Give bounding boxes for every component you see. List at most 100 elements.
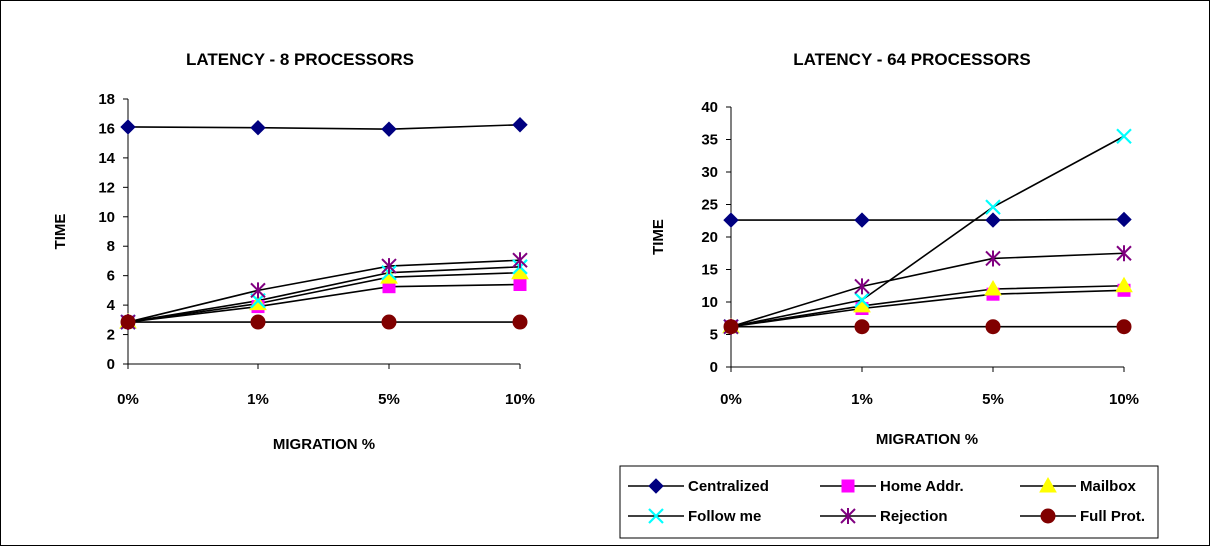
series-markers — [723, 128, 1132, 335]
series-markers — [723, 319, 1132, 335]
data-point — [120, 314, 136, 330]
legend-item: Home Addr. — [820, 478, 964, 495]
y-tick-label: 4 — [107, 297, 116, 314]
y-tick-label: 40 — [701, 99, 718, 116]
data-point — [854, 319, 870, 335]
y-tick-label: 5 — [710, 327, 718, 344]
legend-item: Centralized — [628, 478, 769, 495]
data-point — [985, 319, 1001, 335]
series-line — [127, 266, 521, 323]
data-point — [381, 258, 397, 275]
data-point — [250, 120, 266, 136]
data-point — [512, 117, 528, 133]
legend-label: Full Prot. — [1080, 508, 1145, 525]
data-point — [120, 119, 136, 135]
y-tick-label: 2 — [107, 327, 115, 344]
data-point — [1116, 128, 1132, 145]
series-markers — [723, 211, 1132, 228]
x-tick-label: 1% — [851, 391, 873, 408]
y-tick-label: 35 — [701, 132, 718, 149]
legend-item: Follow me — [628, 508, 761, 525]
data-point — [985, 199, 1001, 215]
y-tick-label: 0 — [710, 359, 718, 376]
series-markers — [120, 252, 528, 331]
data-point — [1116, 211, 1132, 228]
legend-label: Home Addr. — [880, 478, 964, 495]
legend-marker — [840, 508, 856, 524]
y-tick-label: 10 — [701, 294, 718, 311]
data-point — [854, 292, 870, 308]
y-tick-label: 30 — [701, 164, 718, 181]
series-markers — [722, 276, 1133, 334]
data-point — [985, 212, 1001, 228]
series-line — [127, 271, 521, 323]
legend-item: Rejection — [820, 508, 948, 525]
data-point — [1116, 245, 1132, 262]
data-point — [984, 279, 1002, 296]
series-markers — [120, 259, 528, 330]
y-tick-label: 8 — [107, 238, 115, 255]
x-axis-label: MIGRATION % — [273, 436, 375, 453]
y-tick-label: 0 — [107, 356, 115, 373]
legend-marker — [841, 479, 855, 493]
data-point — [381, 314, 397, 330]
series-line — [127, 283, 521, 323]
data-point — [723, 212, 739, 228]
chart-title: LATENCY - 64 PROCESSORS — [793, 50, 1030, 69]
legend-marker — [648, 508, 664, 524]
x-tick-label: 5% — [982, 391, 1004, 408]
series-line — [730, 252, 1125, 328]
legend-label: Centralized — [688, 478, 769, 495]
legend-label: Mailbox — [1080, 478, 1136, 495]
legend-marker — [1039, 476, 1057, 493]
y-tick-label: 14 — [98, 150, 115, 167]
series-markers — [723, 245, 1132, 335]
y-tick-label: 25 — [701, 197, 718, 214]
legend-label: Follow me — [688, 508, 761, 525]
y-axis-label: TIME — [52, 214, 69, 250]
x-tick-label: 1% — [247, 391, 269, 408]
legend-marker — [648, 478, 664, 494]
x-tick-label: 0% — [720, 391, 742, 408]
data-point — [381, 121, 397, 137]
data-point — [250, 282, 266, 299]
y-tick-label: 15 — [701, 262, 718, 279]
x-tick-label: 10% — [1109, 391, 1139, 408]
data-point — [854, 212, 870, 228]
x-axis-label: MIGRATION % — [876, 431, 978, 448]
series-markers — [120, 117, 528, 137]
data-point — [854, 278, 870, 295]
y-tick-label: 18 — [98, 91, 115, 108]
x-tick-label: 5% — [378, 391, 400, 408]
legend-marker — [1040, 508, 1056, 524]
series-line — [127, 123, 521, 130]
data-point — [513, 278, 527, 291]
legend-box — [619, 465, 1159, 539]
data-point — [985, 250, 1001, 267]
series-line — [730, 284, 1125, 328]
data-point — [512, 314, 528, 330]
y-axis-label: TIME — [650, 219, 667, 255]
series-markers — [120, 314, 528, 330]
legend-item: Full Prot. — [1020, 508, 1145, 525]
series-line — [731, 218, 1125, 221]
y-tick-label: 20 — [701, 229, 718, 246]
data-point — [1116, 319, 1132, 335]
series-line — [127, 259, 521, 323]
x-tick-label: 10% — [505, 391, 535, 408]
series-line — [730, 289, 1125, 328]
y-tick-label: 10 — [98, 209, 115, 226]
data-point — [1115, 276, 1133, 293]
chart-title: LATENCY - 8 PROCESSORS — [186, 50, 414, 69]
y-tick-label: 12 — [98, 179, 115, 196]
data-point — [723, 319, 739, 335]
data-point — [250, 314, 266, 330]
data-point — [512, 252, 528, 269]
x-tick-label: 0% — [117, 391, 139, 408]
y-tick-label: 6 — [107, 268, 115, 285]
y-tick-label: 16 — [98, 120, 115, 137]
legend-item: Mailbox — [1020, 476, 1136, 495]
legend-label: Rejection — [880, 508, 948, 525]
